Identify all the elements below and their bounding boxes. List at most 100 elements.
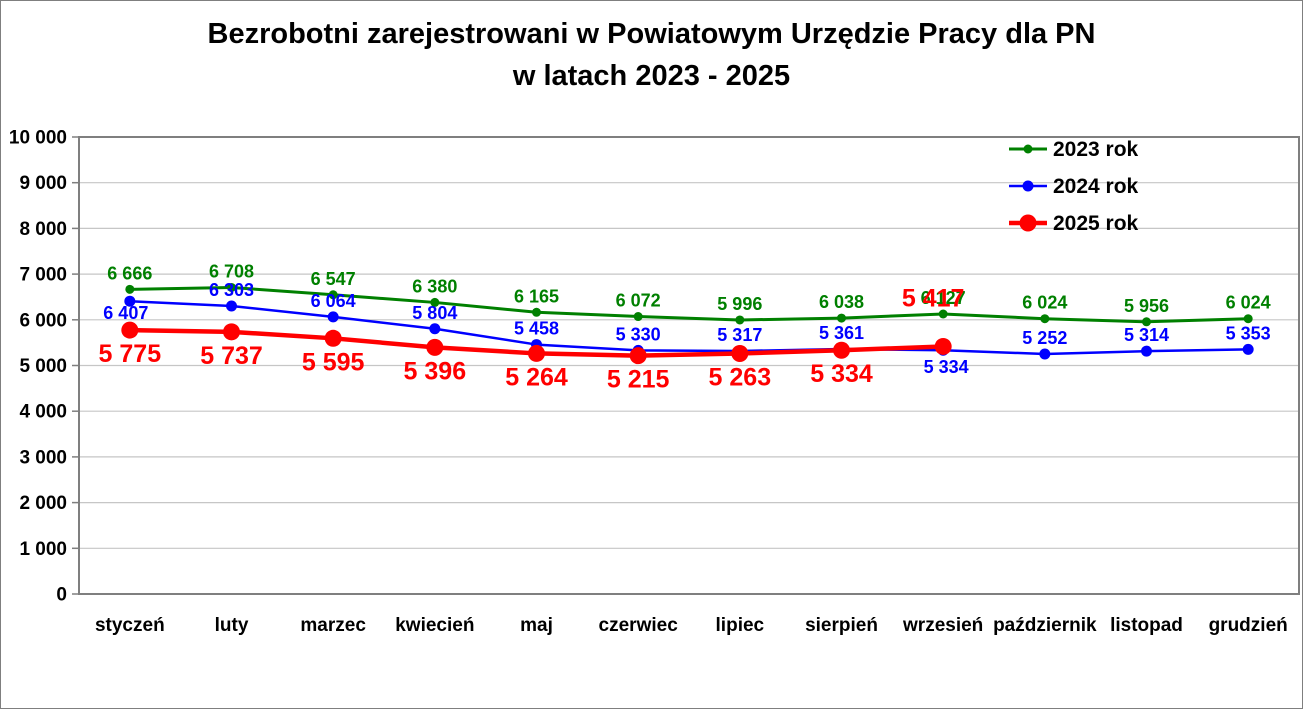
data-point-marker <box>125 284 135 294</box>
y-axis-label: 2 000 <box>19 493 67 514</box>
data-point-marker <box>426 338 444 356</box>
data-point-marker <box>430 297 440 307</box>
legend-marker <box>1019 214 1037 232</box>
data-label: 6 303 <box>209 280 254 300</box>
y-axis-label: 5 000 <box>19 356 67 377</box>
data-label: 5 330 <box>616 324 661 344</box>
data-label: 5 334 <box>924 357 969 377</box>
data-label: 5 775 <box>99 340 162 368</box>
data-point-marker <box>1242 343 1254 355</box>
data-label: 5 396 <box>404 357 467 385</box>
data-label: 5 317 <box>717 325 762 345</box>
data-point-marker <box>1040 314 1050 324</box>
x-axis-label: marzec <box>300 615 366 636</box>
data-point-marker <box>1142 317 1151 327</box>
data-label: 5 595 <box>302 348 365 376</box>
data-label: 5 314 <box>1124 325 1169 345</box>
data-label: 5 956 <box>1124 296 1169 316</box>
y-axis-label: 1 000 <box>19 539 67 560</box>
data-point-marker <box>324 329 342 347</box>
y-axis-label: 9 000 <box>19 173 67 194</box>
x-axis-label: wrzesień <box>902 615 983 636</box>
data-point-marker <box>227 282 236 292</box>
y-axis-label: 3 000 <box>19 447 67 468</box>
data-point-marker <box>532 307 541 317</box>
data-point-marker <box>735 315 745 325</box>
x-axis-label: luty <box>215 615 249 636</box>
data-label: 5 361 <box>819 323 864 343</box>
data-label: 5 252 <box>1022 328 1067 348</box>
data-point-marker <box>124 295 136 307</box>
y-axis-label: 4 000 <box>19 402 67 423</box>
series-line <box>128 299 1250 356</box>
data-point-marker <box>731 344 749 362</box>
data-label: 5 417 <box>902 284 965 312</box>
data-point-marker <box>629 347 647 365</box>
chart-title: Bezrobotni zarejestrowani w Powiatowym U… <box>1 13 1302 97</box>
y-axis-label: 7 000 <box>19 265 67 286</box>
y-axis-label: 10 000 <box>9 128 67 149</box>
data-label: 5 737 <box>200 342 263 370</box>
data-point-marker <box>223 323 240 341</box>
x-axis-label: styczeń <box>95 615 165 636</box>
data-label: 6 024 <box>1226 293 1271 313</box>
x-axis-label: czerwiec <box>599 615 679 636</box>
x-axis-label: lipiec <box>716 615 765 636</box>
data-point-marker <box>226 300 237 312</box>
x-axis-label: październik <box>993 615 1097 636</box>
data-point-marker <box>1039 348 1051 360</box>
y-axis-label: 8 000 <box>19 219 67 240</box>
data-point-marker <box>429 323 441 335</box>
x-axis-label: kwiecień <box>395 615 474 636</box>
legend-marker <box>1022 180 1034 192</box>
legend-label: 2023 rok <box>1053 138 1139 161</box>
y-axis-label: 0 <box>56 585 67 606</box>
data-label: 5 996 <box>717 294 762 314</box>
data-point-marker <box>938 309 948 319</box>
data-label: 5 804 <box>412 303 457 323</box>
data-label: 5 215 <box>607 366 670 394</box>
data-point-marker <box>327 311 339 323</box>
legend-marker <box>1023 144 1033 154</box>
plot-border <box>78 136 1300 595</box>
data-label: 6 064 <box>311 291 356 311</box>
data-label: 6 127 <box>921 288 966 308</box>
data-label: 6 165 <box>514 286 559 306</box>
data-label: 5 334 <box>810 360 873 388</box>
data-label: 6 038 <box>819 292 864 312</box>
data-label: 6 666 <box>107 263 152 283</box>
data-point-marker <box>837 313 846 323</box>
data-point-marker <box>528 344 545 362</box>
data-label: 5 458 <box>514 319 559 339</box>
data-point-marker <box>1243 314 1253 324</box>
data-point-marker <box>633 312 643 322</box>
legend-item: 2024 rok <box>1009 175 1139 198</box>
chart-title-line1: Bezrobotni zarejestrowani w Powiatowym U… <box>207 18 1096 50</box>
series-line <box>128 285 1250 324</box>
legend-item: 2023 rok <box>1009 138 1139 161</box>
chart-title-line2: w latach 2023 - 2025 <box>512 60 791 92</box>
data-label: 5 264 <box>505 363 568 391</box>
data-label: 6 024 <box>1022 293 1067 313</box>
data-point-marker <box>1141 345 1152 357</box>
legend-label: 2024 rok <box>1053 175 1139 198</box>
y-axis-label: 6 000 <box>19 310 67 331</box>
x-axis-label: sierpień <box>805 615 878 636</box>
data-label: 6 708 <box>209 261 254 281</box>
x-axis-label: grudzień <box>1209 615 1288 636</box>
data-label: 6 547 <box>311 269 356 289</box>
data-label: 6 380 <box>412 276 457 296</box>
legend-label: 2025 rok <box>1053 212 1139 235</box>
legend-item: 2025 rok <box>1009 212 1139 235</box>
data-label: 6 072 <box>616 291 661 311</box>
data-point-marker <box>121 321 139 339</box>
x-axis-label: maj <box>520 615 553 636</box>
data-label: 5 353 <box>1226 323 1271 343</box>
data-label: 6 407 <box>103 303 148 323</box>
data-label: 5 263 <box>709 363 772 391</box>
data-point-marker <box>833 341 850 359</box>
data-point-marker <box>934 337 952 355</box>
x-axis-label: listopad <box>1110 615 1183 636</box>
